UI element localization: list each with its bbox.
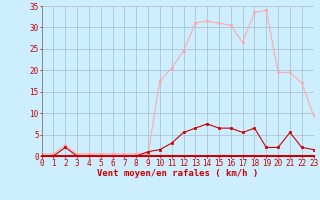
X-axis label: Vent moyen/en rafales ( km/h ): Vent moyen/en rafales ( km/h ) — [97, 169, 258, 178]
